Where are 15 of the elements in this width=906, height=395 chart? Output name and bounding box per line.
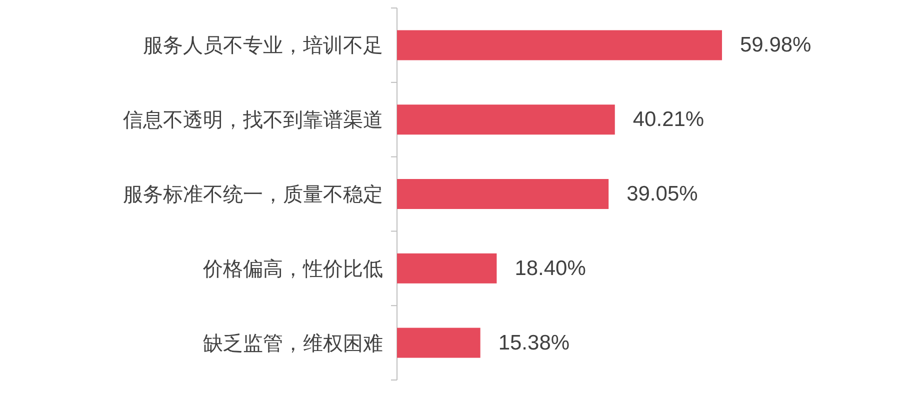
data-label: 59.98% bbox=[740, 34, 812, 57]
y-tick-label: 信息不透明，找不到靠谱渠道 bbox=[123, 108, 383, 132]
data-label: 40.21% bbox=[632, 108, 704, 132]
bar bbox=[397, 328, 480, 358]
y-tick-label: 服务人员不专业，培训不足 bbox=[143, 33, 383, 58]
bar bbox=[397, 104, 615, 135]
bar bbox=[397, 253, 497, 284]
data-label: 39.05% bbox=[626, 182, 698, 206]
y-tick-label: 缺乏监管，维权困难 bbox=[203, 330, 383, 355]
y-tick-label: 价格偏高，性价比低 bbox=[202, 256, 383, 280]
data-label: 18.40% bbox=[514, 256, 586, 280]
y-tick-label: 服务标准不统一，质量不稳定 bbox=[123, 182, 383, 206]
data-label: 15.38% bbox=[498, 331, 570, 354]
bar bbox=[397, 179, 609, 209]
bar bbox=[397, 30, 722, 60]
